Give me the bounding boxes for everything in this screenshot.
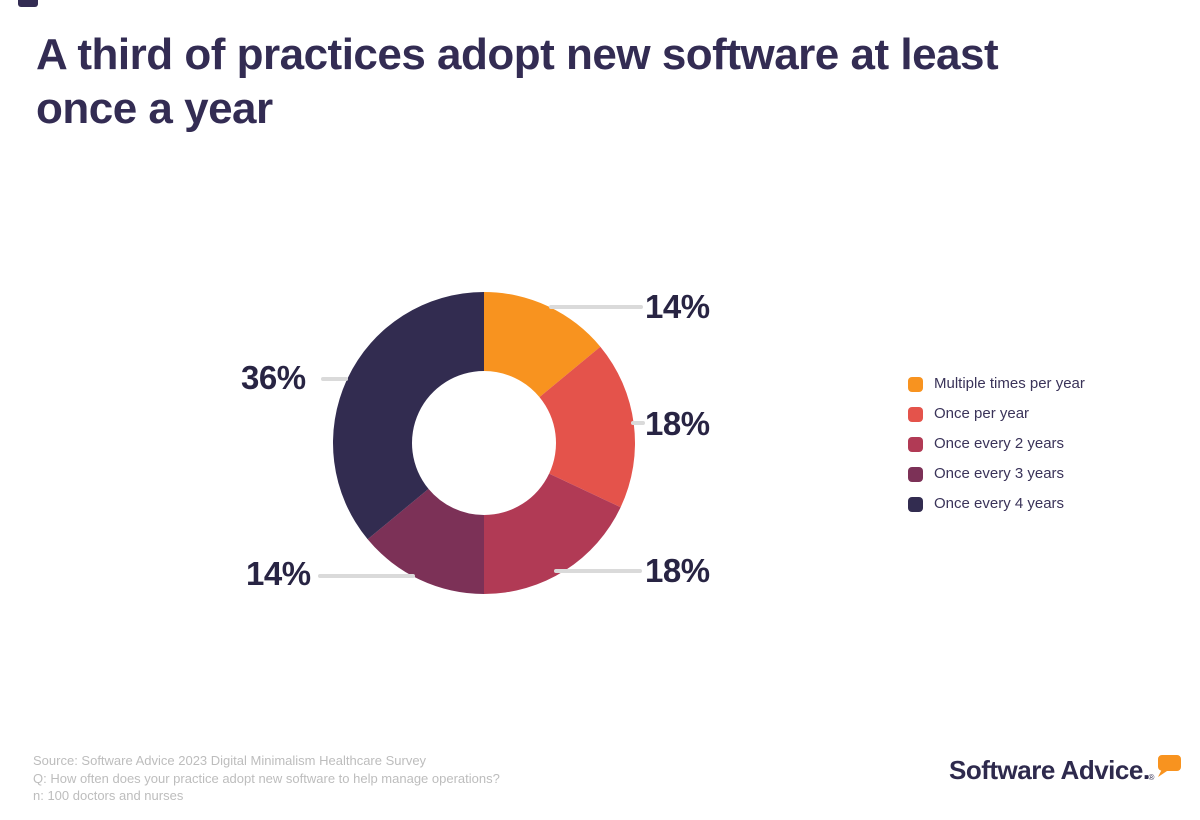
donut-segment-1: [539, 346, 636, 508]
registered-trademark: ®: [1148, 773, 1155, 782]
legend-label-every-3-years: Once every 3 years: [934, 465, 1065, 482]
chart-legend: Multiple times per year Once per year On…: [908, 369, 1085, 519]
legend-item-every-3-years: Once every 3 years: [908, 459, 1085, 489]
chart-title-line-2: once a year: [36, 84, 273, 133]
legend-swatch-every-4-years: [908, 496, 923, 512]
data-label-once-per-year: 18%: [645, 405, 710, 442]
legend-label-once-per-year: Once per year: [934, 405, 1030, 422]
legend-label-every-2-years: Once every 2 years: [934, 435, 1065, 452]
leader-line-once-per-year: [631, 421, 645, 425]
logo-text: Software Advice.: [949, 755, 1150, 785]
corner-mark: [18, 0, 38, 7]
chart-title: A third of practices adopt new software …: [36, 28, 999, 136]
legend-swatch-multiple-times: [908, 376, 923, 392]
donut-segment-3: [367, 488, 484, 594]
source-note: Source: Software Advice 2023 Digital Min…: [33, 752, 500, 805]
question-line: Q: How often does your practice adopt ne…: [33, 770, 500, 786]
legend-item-once-per-year: Once per year: [908, 399, 1085, 429]
source-line: Source: Software Advice 2023 Digital Min…: [33, 753, 427, 768]
legend-swatch-every-3-years: [908, 466, 923, 482]
donut-segment-0: [484, 292, 601, 398]
legend-item-every-4-years: Once every 4 years: [908, 489, 1085, 519]
chart-title-line-1: A third of practices adopt new software …: [36, 30, 999, 79]
data-label-multiple-times: 14%: [645, 288, 710, 325]
legend-item-multiple-times: Multiple times per year: [908, 369, 1085, 399]
leader-line-every-2-years: [554, 569, 642, 573]
legend-swatch-every-2-years: [908, 436, 923, 452]
leader-line-multiple-times: [549, 305, 643, 309]
leader-line-every-3-years: [318, 574, 415, 578]
sample-size-line: n: 100 doctors and nurses: [33, 788, 184, 803]
leader-line-every-4-years: [321, 377, 348, 381]
data-label-every-3-years: 14%: [246, 555, 311, 592]
legend-item-every-2-years: Once every 2 years: [908, 429, 1085, 459]
donut-chart: [332, 292, 636, 594]
data-label-every-2-years: 18%: [645, 552, 710, 589]
legend-swatch-once-per-year: [908, 406, 923, 422]
data-label-every-4-years: 36%: [241, 359, 306, 396]
donut-segment-4: [332, 292, 484, 540]
legend-label-every-4-years: Once every 4 years: [934, 495, 1065, 512]
legend-label-multiple-times: Multiple times per year: [934, 375, 1085, 392]
software-advice-logo: Software Advice. ®: [949, 755, 1182, 785]
donut-segment-2: [484, 473, 621, 594]
speech-bubble-icon: [1158, 755, 1182, 777]
